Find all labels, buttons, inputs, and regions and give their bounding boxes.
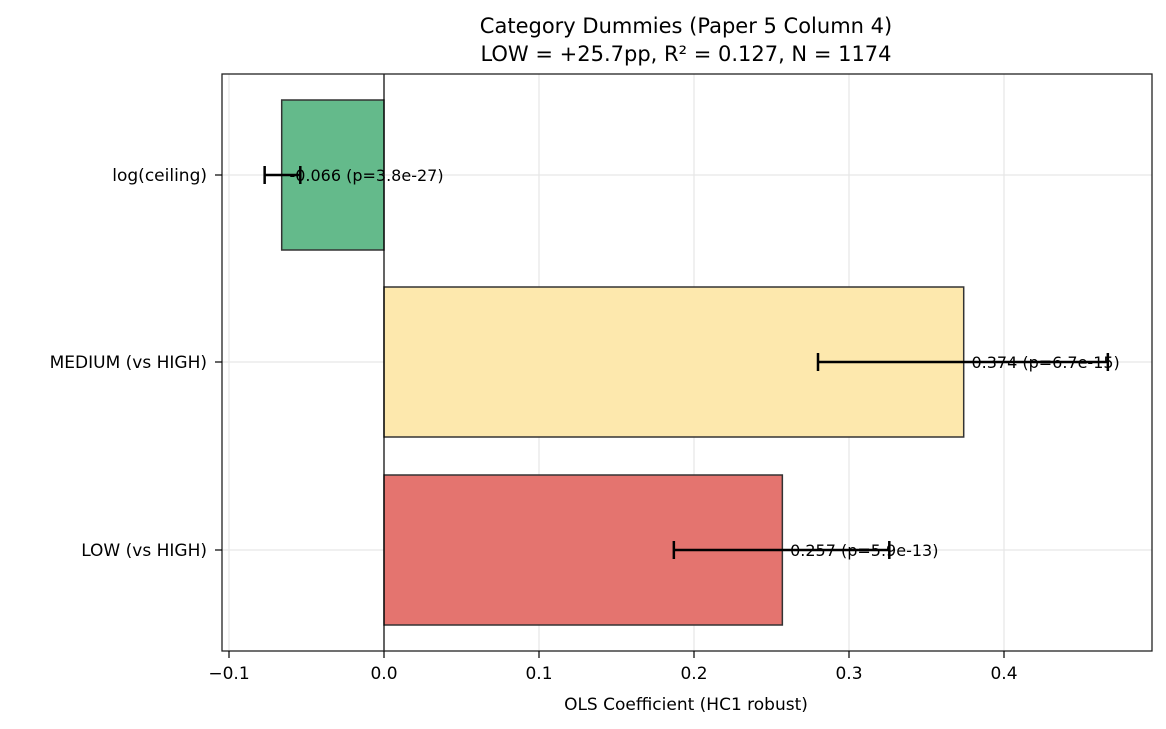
y-axis-ticks: log(ceiling) MEDIUM (vs HIGH) LOW (vs HIGH… <box>50 166 222 561</box>
bar-annotation: -0.066 (p=3.8e-27) <box>289 166 443 185</box>
bar-annotation: 0.257 (p=5.9e-13) <box>790 541 938 560</box>
bar-annotation: 0.374 (p=6.7e-15) <box>971 353 1119 372</box>
chart-subtitle: LOW = +25.7pp, R² = 0.127, N = 1174 <box>480 42 891 66</box>
x-tick-label: 0.0 <box>370 664 397 684</box>
x-axis-label: OLS Coefficient (HC1 robust) <box>564 695 808 715</box>
error-bars <box>263 166 1110 559</box>
y-tick-label: MEDIUM (vs HIGH) <box>50 353 207 373</box>
chart-title: Category Dummies (Paper 5 Column 4) <box>480 14 892 38</box>
x-tick-label: −0.1 <box>208 664 249 684</box>
x-tick-label: 0.2 <box>680 664 707 684</box>
x-tick-label: 0.3 <box>835 664 862 684</box>
x-tick-label: 0.4 <box>990 664 1017 684</box>
x-tick-label: 0.1 <box>525 664 552 684</box>
y-tick-label: LOW (vs HIGH) <box>81 541 207 561</box>
x-axis-ticks: −0.1 0.0 0.1 0.2 0.3 0.4 <box>208 651 1018 684</box>
y-tick-label: log(ceiling) <box>112 166 207 186</box>
bar-annotations: -0.066 (p=3.8e-27) 0.374 (p=6.7e-15) 0.257… <box>289 166 1119 560</box>
